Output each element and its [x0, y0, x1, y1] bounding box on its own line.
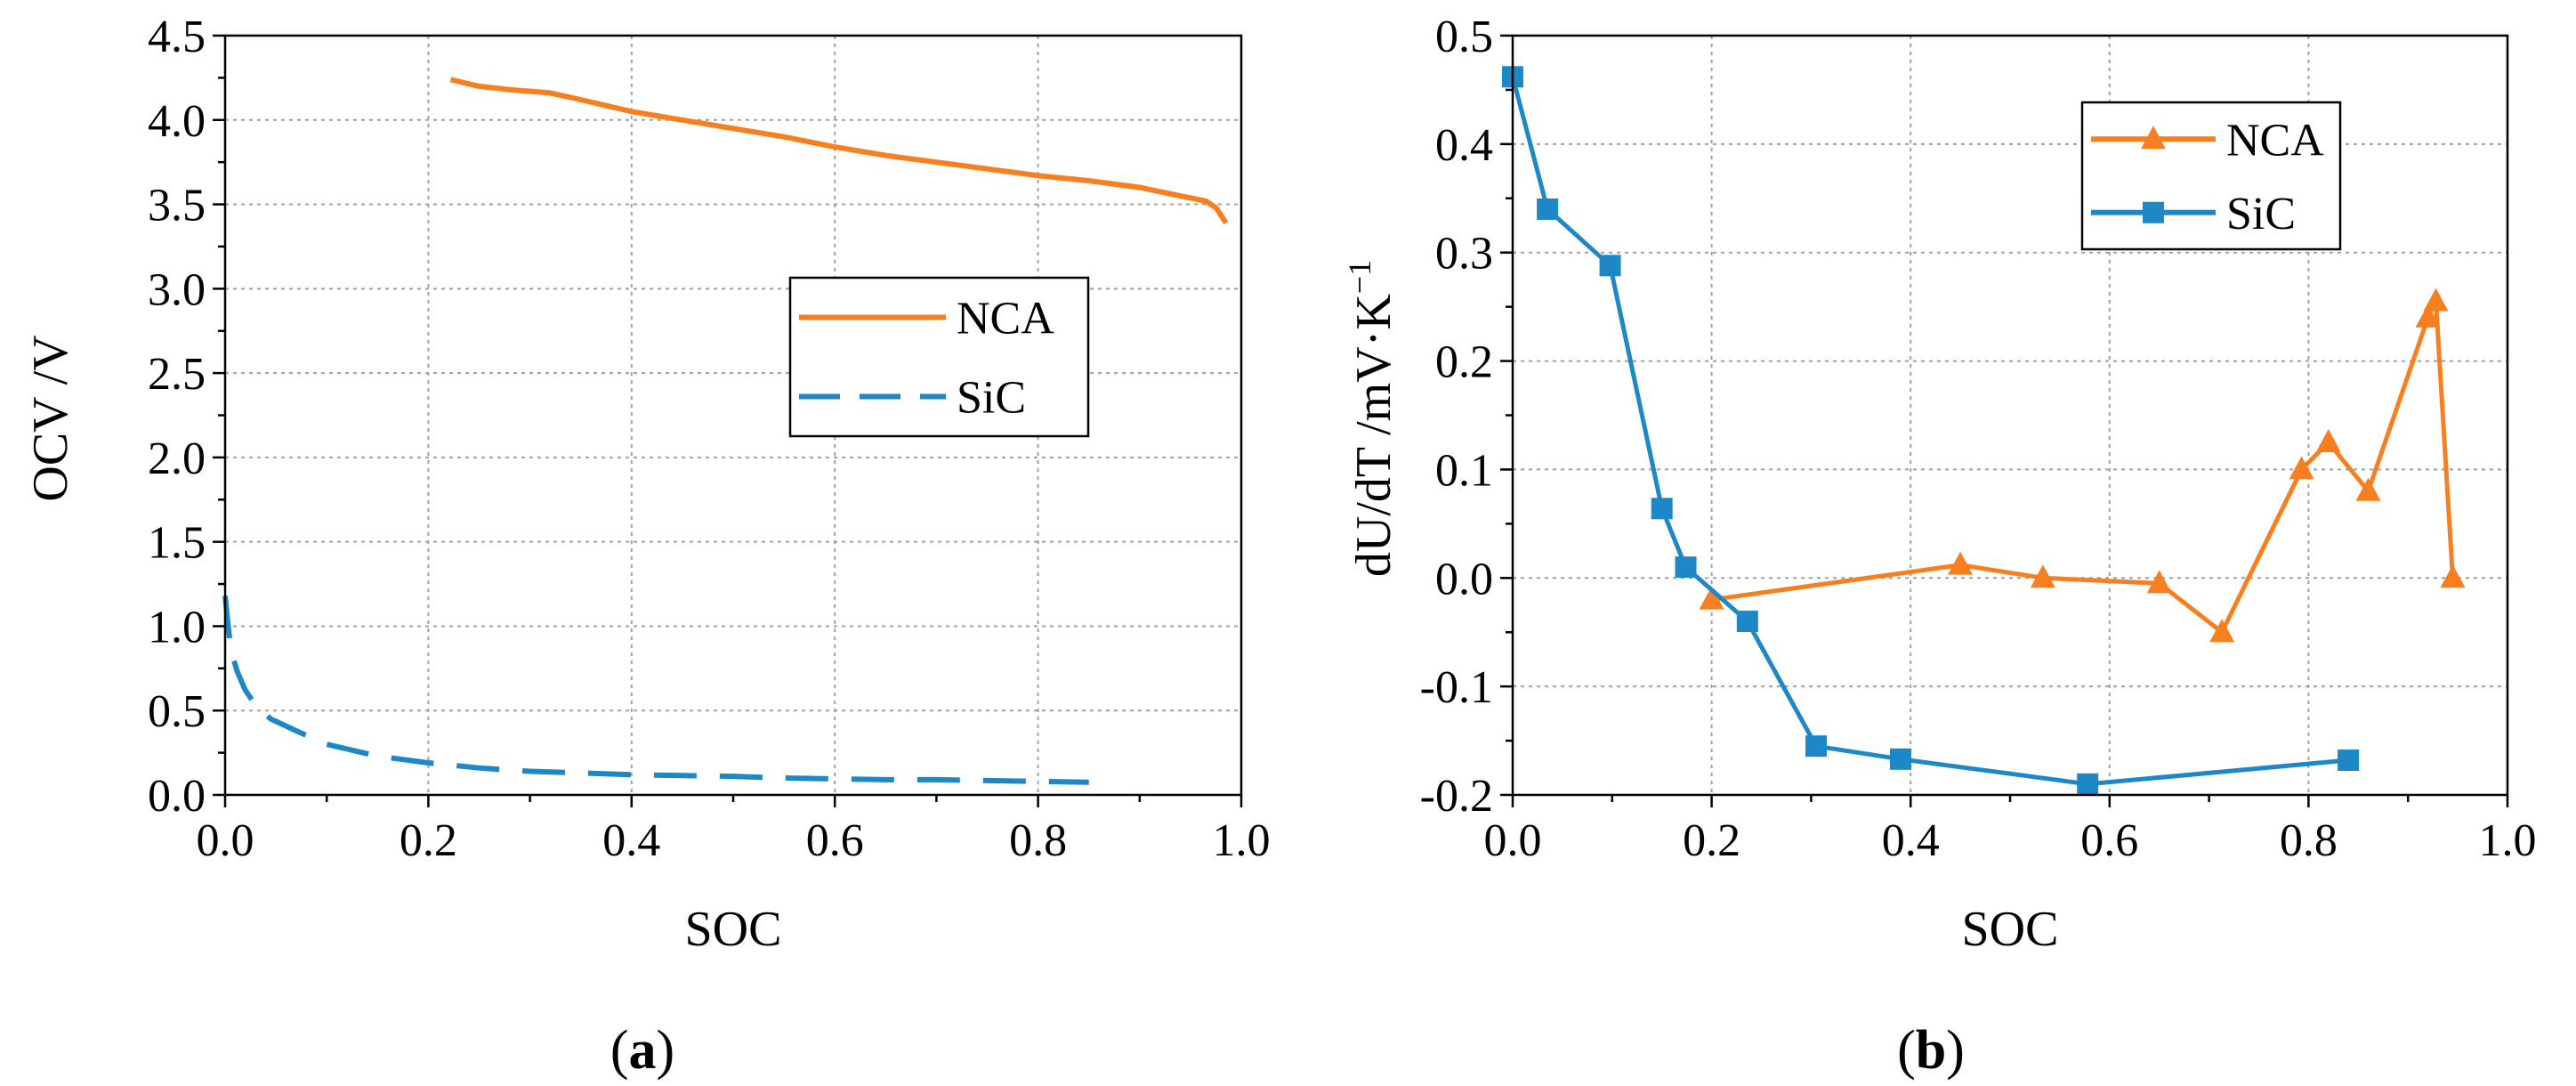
y-tick-label: 0.5	[1435, 12, 1493, 62]
y-axis-label: OCV /V	[23, 335, 78, 501]
series-line-nca	[1711, 299, 2455, 635]
y-tick-label: 0.1	[1435, 445, 1493, 496]
legend-label-sic: SiC	[957, 373, 1026, 424]
x-tick-label: 0.6	[806, 815, 864, 866]
y-tick-label: 0.5	[148, 686, 206, 737]
x-tick-label: 0.0	[1484, 815, 1542, 866]
x-tick-label: 0.2	[1683, 815, 1740, 866]
data-point-nca	[2315, 428, 2341, 452]
x-tick-label: 0.4	[602, 815, 660, 866]
data-point-sic	[1537, 198, 1559, 220]
y-tick-label: 0.0	[148, 771, 206, 822]
data-point-sic	[2077, 773, 2099, 795]
x-tick-label: 0.6	[2080, 815, 2138, 866]
y-tick-label: 0.4	[1435, 120, 1493, 171]
data-point-sic	[1599, 255, 1621, 277]
legend: NCA SiC	[788, 276, 1090, 438]
data-point-sic	[1675, 556, 1697, 579]
legend-box	[2080, 101, 2342, 251]
data-point-sic	[1651, 498, 1673, 520]
panel-b-caption-open: (	[1897, 1020, 1916, 1081]
panel-b-caption-letter: b	[1916, 1020, 1946, 1081]
y-tick-label: 4.0	[148, 96, 206, 147]
y-axis-label: dU/dT /mV·K−1	[1342, 260, 1401, 577]
y-tick-label: 3.0	[148, 264, 206, 315]
y-tick-label: 1.0	[148, 602, 206, 652]
x-tick-label: 0.8	[2280, 815, 2338, 866]
y-tick-label: 0.3	[1435, 229, 1493, 280]
data-point-nca	[1948, 551, 1974, 575]
panel-a-caption-letter: a	[629, 1020, 657, 1081]
x-axis-label: SOC	[1962, 902, 2059, 957]
x-tick-label: 0.0	[197, 815, 254, 866]
x-tick-label: 1.0	[1213, 815, 1271, 866]
y-tick-label: 0.2	[1435, 337, 1493, 388]
y-tick-label: 1.5	[148, 518, 206, 569]
legend-label-nca: NCA	[957, 294, 1054, 344]
y-tick-label: 4.5	[148, 12, 206, 62]
y-tick-label: -0.1	[1420, 662, 1493, 713]
data-point-nca	[2440, 564, 2466, 588]
data-point-nca	[2146, 570, 2172, 594]
x-tick-label: 0.8	[1009, 815, 1067, 866]
panel-a-caption-open: (	[610, 1020, 629, 1081]
data-point-nca	[1699, 586, 1724, 610]
panel-b-caption: (b)	[1897, 1020, 1965, 1081]
series-line-nca	[449, 77, 1229, 225]
y-tick-label: 3.5	[148, 181, 206, 231]
x-tick-label: 1.0	[2479, 815, 2537, 866]
data-point-nca	[2209, 619, 2235, 643]
y-tick-label: 2.5	[148, 349, 206, 400]
y-axis-label-text: OCV /V	[23, 335, 78, 501]
data-point-sic	[1890, 748, 1912, 770]
panel-b-caption-close: )	[1946, 1020, 1965, 1081]
data-point-sic	[1736, 611, 1758, 633]
y-axis-label-superscript: −1	[1342, 260, 1377, 294]
panel-a-caption-close: )	[657, 1020, 675, 1081]
series-line-sic	[222, 596, 1089, 785]
y-tick-label: -0.2	[1420, 771, 1493, 822]
x-tick-label: 0.2	[400, 815, 457, 866]
data-point-nca	[2289, 456, 2314, 480]
legend-box	[788, 276, 1090, 438]
plot-frame	[1511, 34, 2509, 797]
series-line-sic	[1510, 76, 2349, 787]
data-point-nca	[2415, 304, 2441, 328]
panel-a-caption: (a)	[610, 1020, 674, 1081]
y-tick-label: 2.0	[148, 434, 206, 484]
data-point-sic	[2338, 750, 2360, 772]
legend-label-sic: SiC	[2226, 189, 2296, 239]
legend-marker-nca	[2141, 126, 2166, 150]
x-axis-label: SOC	[685, 902, 782, 957]
data-point-nca	[2423, 288, 2449, 312]
x-tick-label: 0.4	[1882, 815, 1940, 866]
y-axis-label-text: dU/dT /mV·K	[1346, 294, 1401, 577]
legend-marker-sic	[2143, 201, 2164, 223]
panel-b-chart: 0.0 0.2 0.4 0.6 0.8 1.0 -0.2 -0.1 0.0 0.1 0.2 0.3 0.…	[1342, 12, 2537, 957]
legend-label-nca: NCA	[2226, 115, 2324, 166]
panel-a-chart: 0.0 0.2 0.4 0.6 0.8 1.0 0.0 0.5 1.0 1.5 2.0 2.5 3.0 3…	[23, 12, 1271, 957]
y-tick-label: 0.0	[1435, 554, 1493, 604]
data-point-nca	[2030, 564, 2055, 588]
legend: NCA SiC	[2080, 101, 2342, 251]
data-point-nca	[2355, 477, 2381, 501]
data-point-sic	[1805, 735, 1827, 758]
